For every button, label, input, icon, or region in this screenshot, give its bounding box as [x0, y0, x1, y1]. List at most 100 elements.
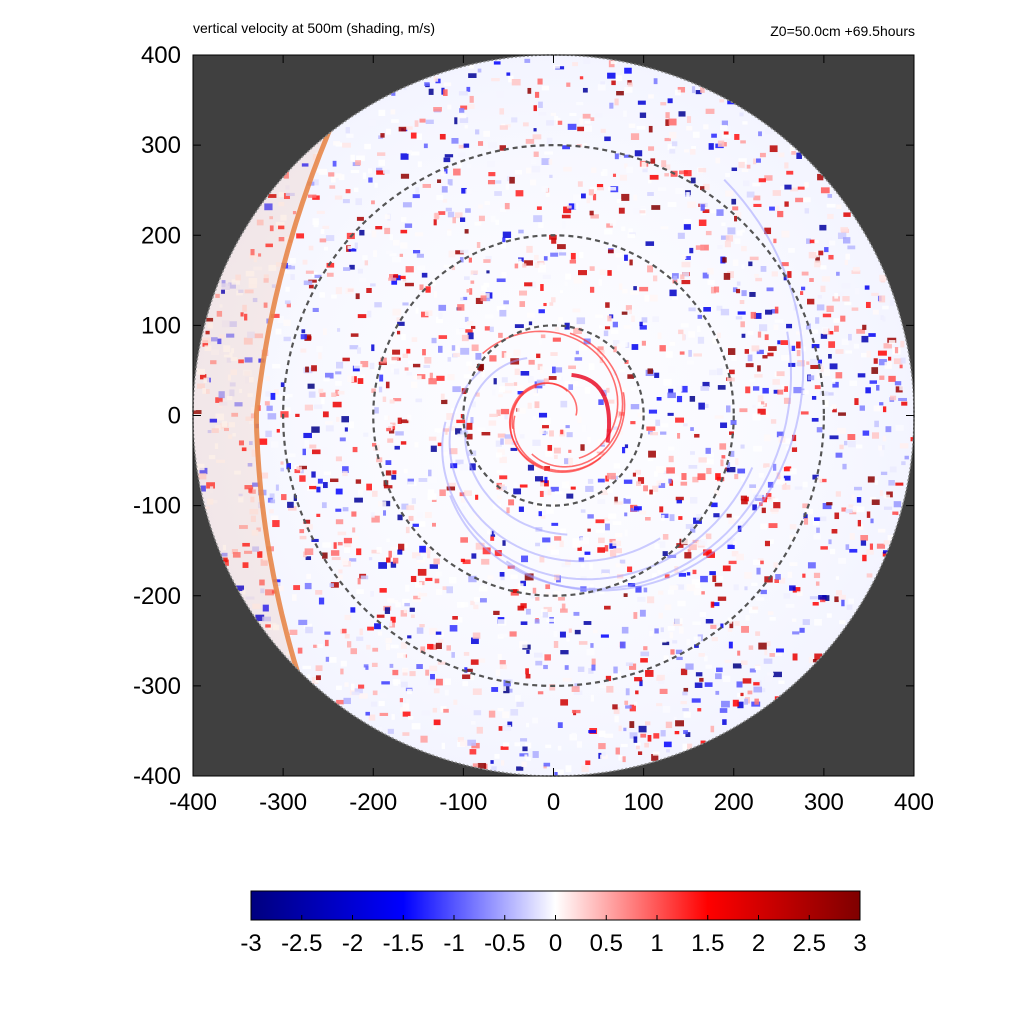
velocity-cell — [389, 399, 395, 404]
velocity-cell — [419, 521, 426, 527]
velocity-cell — [586, 197, 591, 204]
velocity-cell — [753, 559, 760, 565]
velocity-cell — [725, 172, 730, 178]
velocity-cell — [826, 305, 834, 312]
x-tick-label: -100 — [439, 789, 487, 816]
y-tick-label: 400 — [141, 42, 181, 69]
velocity-cell — [853, 343, 860, 349]
velocity-cell — [627, 233, 636, 239]
velocity-cell — [606, 685, 614, 693]
velocity-cell — [497, 448, 505, 455]
velocity-cell — [428, 436, 437, 441]
velocity-cell — [739, 300, 745, 305]
velocity-cell — [602, 169, 608, 176]
velocity-cell — [271, 284, 276, 288]
velocity-cell — [435, 571, 443, 577]
velocity-cell — [311, 179, 319, 186]
velocity-cell — [708, 143, 714, 150]
velocity-cell — [605, 399, 615, 404]
velocity-cell — [668, 388, 674, 394]
velocity-cell — [810, 364, 819, 369]
velocity-cell — [860, 535, 869, 541]
velocity-cell — [338, 569, 343, 574]
velocity-cell — [457, 304, 465, 311]
velocity-cell — [649, 432, 659, 436]
velocity-cell — [410, 575, 417, 583]
velocity-cell — [379, 374, 384, 382]
velocity-cell — [669, 289, 677, 297]
velocity-cell — [502, 540, 506, 546]
velocity-cell — [330, 478, 339, 483]
velocity-cell — [754, 374, 763, 378]
velocity-cell — [835, 491, 841, 497]
velocity-cell — [527, 87, 532, 94]
velocity-cell — [242, 369, 252, 376]
velocity-cell — [557, 120, 563, 125]
velocity-cell — [591, 664, 596, 671]
velocity-cell — [627, 82, 633, 87]
velocity-cell — [455, 428, 462, 435]
velocity-cell — [519, 290, 528, 296]
colorbar-tick-label: -3 — [240, 930, 261, 957]
velocity-cell — [669, 632, 674, 639]
velocity-cell — [551, 238, 557, 244]
velocity-cell — [616, 580, 626, 585]
velocity-cell — [547, 444, 553, 452]
velocity-cell — [527, 464, 535, 471]
velocity-cell — [394, 335, 398, 340]
velocity-cell — [648, 180, 652, 184]
velocity-cell — [792, 434, 797, 442]
velocity-cell — [525, 138, 535, 144]
y-tick-label: 100 — [141, 312, 181, 339]
velocity-cell — [210, 349, 220, 356]
velocity-cell — [342, 628, 347, 634]
velocity-cell — [226, 357, 232, 363]
velocity-cell — [598, 399, 604, 405]
velocity-cell — [598, 279, 603, 286]
velocity-cell — [549, 430, 554, 437]
velocity-cell — [499, 145, 506, 151]
velocity-cell — [533, 128, 537, 132]
velocity-cell — [766, 641, 771, 647]
velocity-cell — [691, 145, 697, 150]
velocity-cell — [528, 376, 534, 383]
velocity-cell — [280, 214, 287, 221]
velocity-cell — [263, 302, 268, 308]
velocity-cell — [656, 396, 662, 401]
velocity-cell — [244, 550, 253, 554]
velocity-cell — [524, 282, 533, 287]
velocity-cell — [842, 463, 847, 470]
velocity-cell — [569, 112, 577, 117]
velocity-cell — [360, 374, 365, 378]
velocity-cell — [629, 259, 633, 266]
velocity-cell — [646, 113, 654, 119]
velocity-cell — [416, 556, 423, 560]
velocity-cell — [717, 385, 726, 390]
velocity-cell — [848, 333, 852, 341]
velocity-cell — [762, 355, 768, 359]
velocity-cell — [648, 450, 656, 458]
velocity-cell — [485, 255, 492, 262]
velocity-cell — [459, 117, 469, 123]
velocity-cell — [311, 538, 319, 542]
velocity-cell — [573, 380, 579, 387]
velocity-cell — [785, 603, 795, 608]
velocity-cell — [814, 239, 819, 244]
velocity-cell — [643, 646, 648, 651]
velocity-cell — [717, 140, 725, 147]
velocity-cell — [444, 154, 454, 158]
velocity-cell — [604, 517, 610, 522]
velocity-cell — [407, 715, 414, 720]
velocity-cell — [726, 405, 731, 413]
velocity-cell — [525, 673, 531, 679]
velocity-cell — [731, 167, 738, 172]
velocity-cell — [385, 460, 392, 466]
velocity-cell — [464, 124, 468, 129]
velocity-cell — [472, 632, 481, 639]
velocity-cell — [685, 255, 691, 260]
velocity-cell — [610, 60, 617, 65]
velocity-cell — [266, 405, 273, 411]
velocity-cell — [535, 660, 543, 666]
velocity-cell — [910, 437, 914, 442]
velocity-cell — [446, 486, 456, 491]
